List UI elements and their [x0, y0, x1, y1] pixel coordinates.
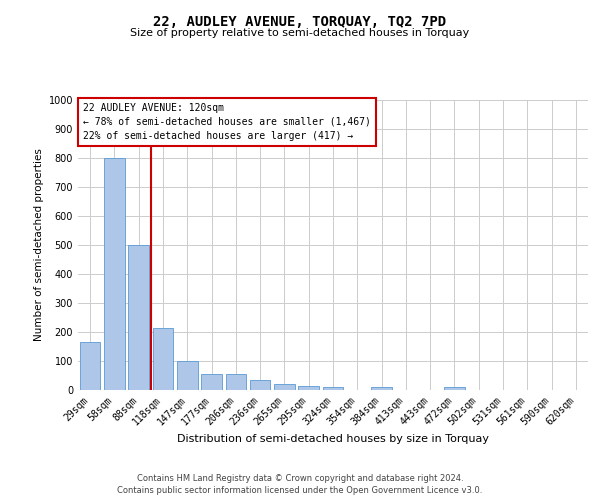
Bar	[298, 386, 319, 390]
Y-axis label: Number of semi-detached properties: Number of semi-detached properties	[34, 148, 44, 342]
Bar	[250, 380, 271, 390]
Bar	[274, 384, 295, 390]
Bar	[80, 342, 100, 390]
Text: 22, AUDLEY AVENUE, TORQUAY, TQ2 7PD: 22, AUDLEY AVENUE, TORQUAY, TQ2 7PD	[154, 15, 446, 29]
Bar	[104, 158, 125, 390]
Text: Size of property relative to semi-detached houses in Torquay: Size of property relative to semi-detach…	[130, 28, 470, 38]
Bar	[152, 328, 173, 390]
Bar	[323, 387, 343, 390]
Bar	[444, 387, 465, 390]
Bar	[128, 245, 149, 390]
Bar	[371, 387, 392, 390]
Bar	[177, 361, 197, 390]
Text: 22 AUDLEY AVENUE: 120sqm
← 78% of semi-detached houses are smaller (1,467)
22% o: 22 AUDLEY AVENUE: 120sqm ← 78% of semi-d…	[83, 103, 371, 141]
X-axis label: Distribution of semi-detached houses by size in Torquay: Distribution of semi-detached houses by …	[177, 434, 489, 444]
Text: Contains HM Land Registry data © Crown copyright and database right 2024.
Contai: Contains HM Land Registry data © Crown c…	[118, 474, 482, 495]
Bar	[226, 374, 246, 390]
Bar	[201, 374, 222, 390]
